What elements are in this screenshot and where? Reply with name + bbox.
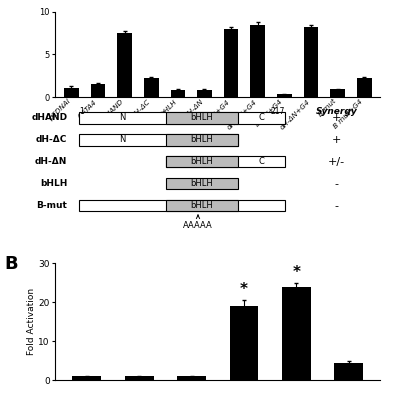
- Bar: [166, 178, 238, 189]
- Text: C: C: [259, 113, 264, 122]
- Bar: [166, 200, 238, 211]
- Text: +: +: [332, 113, 341, 123]
- Text: N: N: [120, 113, 126, 122]
- Text: -: -: [335, 179, 339, 189]
- Text: 1: 1: [79, 107, 84, 116]
- Text: B: B: [4, 255, 17, 273]
- Text: +/-: +/-: [328, 157, 345, 167]
- Bar: [224, 29, 238, 97]
- Text: C: C: [259, 157, 264, 166]
- Bar: [72, 376, 101, 380]
- Text: *: *: [240, 282, 248, 297]
- Bar: [177, 376, 206, 380]
- Text: bHLH: bHLH: [190, 179, 213, 188]
- Bar: [230, 306, 259, 380]
- Bar: [330, 89, 345, 97]
- Bar: [166, 112, 238, 124]
- Bar: [79, 134, 238, 145]
- Bar: [304, 27, 318, 97]
- Bar: [250, 25, 265, 97]
- Bar: [117, 33, 132, 97]
- Bar: [79, 200, 285, 211]
- Bar: [91, 84, 105, 97]
- Text: 217: 217: [271, 107, 285, 116]
- Bar: [125, 376, 154, 380]
- Bar: [277, 95, 292, 97]
- Text: -: -: [335, 201, 339, 211]
- Y-axis label: Fold Activation: Fold Activation: [27, 288, 36, 355]
- Text: B-mut: B-mut: [36, 201, 67, 210]
- Bar: [334, 363, 363, 380]
- Text: *: *: [292, 265, 300, 280]
- Text: bHLH: bHLH: [190, 157, 213, 166]
- Bar: [171, 90, 185, 97]
- Text: +: +: [332, 135, 341, 145]
- Bar: [79, 112, 285, 124]
- Text: N: N: [120, 135, 126, 144]
- Bar: [64, 88, 79, 97]
- Text: dH-ΔN: dH-ΔN: [35, 157, 67, 166]
- Text: Synergy: Synergy: [316, 107, 358, 116]
- Text: bHLH: bHLH: [190, 113, 213, 122]
- Text: bHLH: bHLH: [190, 201, 213, 210]
- Text: bHLH: bHLH: [40, 179, 67, 188]
- Bar: [166, 156, 285, 168]
- Bar: [166, 156, 238, 168]
- Text: dHAND: dHAND: [31, 113, 67, 122]
- Text: dH-ΔC: dH-ΔC: [36, 135, 67, 144]
- Bar: [144, 78, 158, 97]
- Text: bHLH: bHLH: [190, 135, 213, 144]
- Bar: [197, 90, 212, 97]
- Bar: [282, 287, 311, 380]
- Bar: [166, 134, 238, 145]
- Text: AAAAA: AAAAA: [183, 215, 213, 230]
- Bar: [357, 78, 371, 97]
